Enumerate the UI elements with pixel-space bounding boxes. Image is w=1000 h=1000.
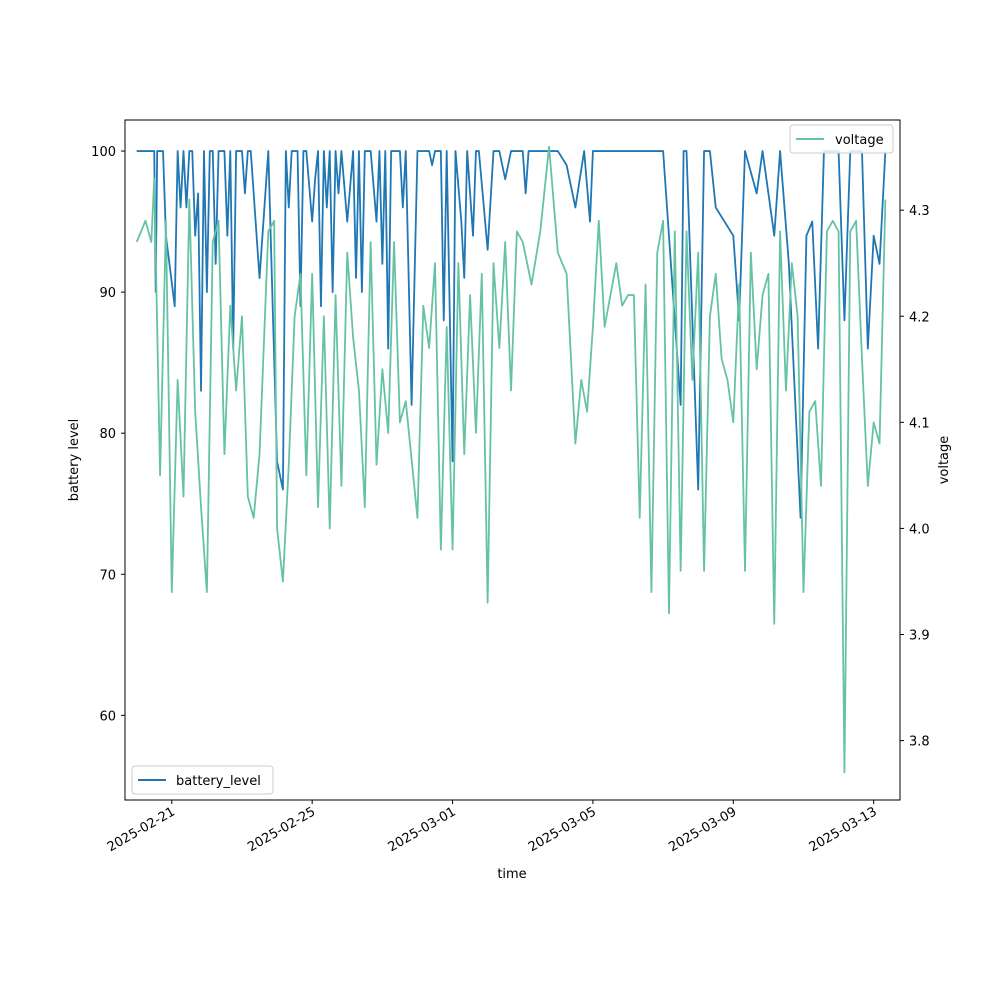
legend-battery-level: battery_level [131, 765, 274, 795]
right-y-tick-label: 4.0 [909, 522, 930, 537]
legend-label-voltage: voltage [835, 133, 884, 148]
left-y-axis-label: battery level [67, 419, 82, 502]
plot-area [125, 120, 900, 800]
legend-voltage: voltage [789, 124, 894, 154]
right-y-tick-label: 3.8 [909, 735, 930, 750]
series-line-voltage [135, 145, 887, 774]
right-y-tick-label: 4.2 [909, 310, 930, 325]
left-y-tick-label: 70 [99, 568, 116, 583]
legend-label-battery-level: battery_level [176, 774, 261, 789]
plot-frame [124, 119, 901, 801]
left-y-tick-label: 90 [99, 286, 116, 301]
right-y-tick-label: 4.3 [909, 204, 930, 219]
series-line-battery-level [136, 150, 887, 519]
left-y-tick-label: 60 [99, 709, 116, 724]
series-layer [135, 145, 887, 774]
right-y-tick-label: 3.9 [909, 629, 930, 644]
left-y-axis: 60 70 80 90 100 [91, 145, 125, 724]
right-y-tick-label: 4.1 [909, 416, 930, 431]
left-y-tick-label: 80 [99, 427, 116, 442]
right-y-axis: 3.8 3.9 4.0 4.1 4.2 4.3 [900, 204, 930, 750]
left-y-tick-label: 100 [91, 145, 116, 160]
right-y-axis-label: voltage [937, 436, 952, 485]
x-axis-label: time [497, 867, 526, 882]
